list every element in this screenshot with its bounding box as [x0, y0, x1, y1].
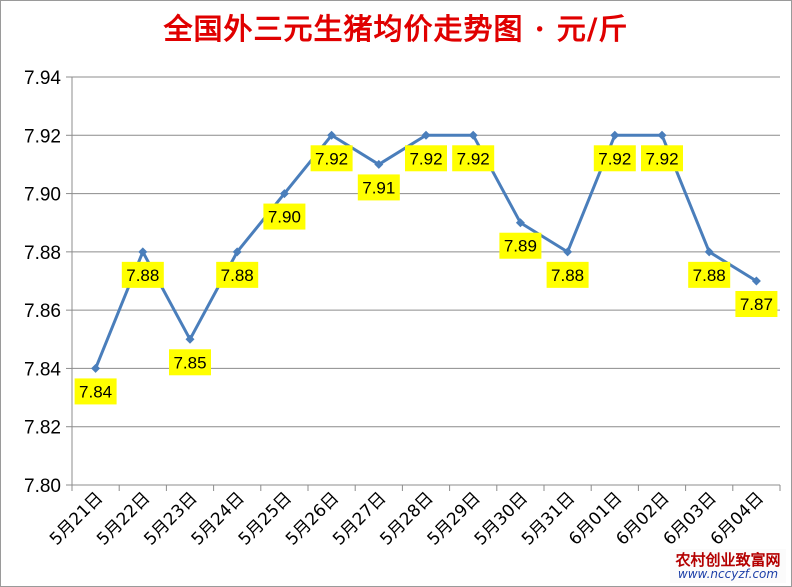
- data-label-box: [263, 203, 306, 230]
- data-label: 7.84: [79, 382, 112, 401]
- data-label-box: [688, 261, 731, 288]
- data-point: [185, 334, 195, 344]
- data-point: [421, 130, 431, 140]
- data-points: [91, 130, 761, 373]
- data-label-box: [121, 261, 164, 288]
- data-label: 7.92: [315, 149, 348, 168]
- y-tick-label: 7.90: [24, 185, 61, 206]
- data-label-box: [405, 145, 447, 172]
- data-label: 7.87: [740, 295, 773, 314]
- data-point: [138, 247, 148, 257]
- data-label-box: [357, 174, 400, 201]
- chart-title: 全国外三元生猪均价走势图 · 元/斤: [163, 12, 629, 46]
- data-label: 7.92: [457, 149, 490, 168]
- watermark: 农村创业致富网 www.nccyzf.com: [670, 549, 786, 583]
- data-label: 7.89: [504, 237, 537, 256]
- data-label: 7.88: [551, 266, 584, 285]
- x-axis-ticks: 5月21日5月22日5月23日5月24日5月25日5月26日5月27日5月28日…: [46, 485, 781, 550]
- y-tick-label: 7.94: [24, 68, 61, 89]
- data-label: 7.88: [126, 266, 159, 285]
- data-label: 7.88: [221, 266, 254, 285]
- data-label-box: [735, 291, 778, 317]
- data-point: [232, 247, 242, 257]
- data-point: [279, 189, 289, 199]
- y-tick-label: 7.84: [24, 359, 61, 380]
- data-label-box: [310, 145, 353, 172]
- data-point: [610, 130, 620, 140]
- data-label-box: [74, 378, 117, 405]
- data-point: [91, 363, 101, 373]
- y-tick-label: 7.88: [24, 243, 61, 264]
- data-point: [751, 276, 761, 286]
- data-label-box: [546, 261, 589, 288]
- data-label-box: [641, 145, 683, 172]
- data-label: 7.92: [409, 149, 442, 168]
- y-tick-label: 7.80: [24, 476, 61, 497]
- data-point: [515, 218, 525, 228]
- data-label: 7.91: [362, 178, 395, 197]
- y-axis-ticks: 7.80 7.82 7.84 7.86 7.88 7.90 7.92 7.94: [24, 68, 72, 497]
- data-point: [468, 130, 478, 140]
- data-label-box: [216, 261, 259, 288]
- data-label: 7.85: [173, 353, 206, 372]
- data-label: 7.92: [598, 149, 631, 168]
- watermark-name: 农村创业致富网: [675, 551, 781, 569]
- data-label-box: [499, 232, 542, 259]
- data-point: [657, 130, 667, 140]
- axes: [71, 77, 780, 486]
- y-tick-label: 7.92: [24, 126, 61, 147]
- data-label-box: [452, 145, 495, 172]
- data-point: [327, 130, 337, 140]
- data-label: 7.92: [645, 149, 678, 168]
- data-point: [563, 247, 573, 257]
- y-tick-label: 7.86: [24, 301, 61, 322]
- watermark-url: www.nccyzf.com: [677, 567, 779, 581]
- data-label: 7.90: [268, 208, 301, 227]
- data-point: [704, 247, 714, 257]
- data-labels: 7.84 7.88 7.85 7.88 7.90 7.92 7.91 7.92 7.92 7.89…: [74, 145, 778, 405]
- y-tick-label: 7.82: [24, 418, 61, 439]
- x-tick-label: 6月04日: [707, 488, 768, 549]
- data-point: [374, 159, 384, 169]
- data-label: 7.88: [693, 266, 726, 285]
- data-label-box: [169, 349, 211, 376]
- data-label-box: [593, 145, 636, 172]
